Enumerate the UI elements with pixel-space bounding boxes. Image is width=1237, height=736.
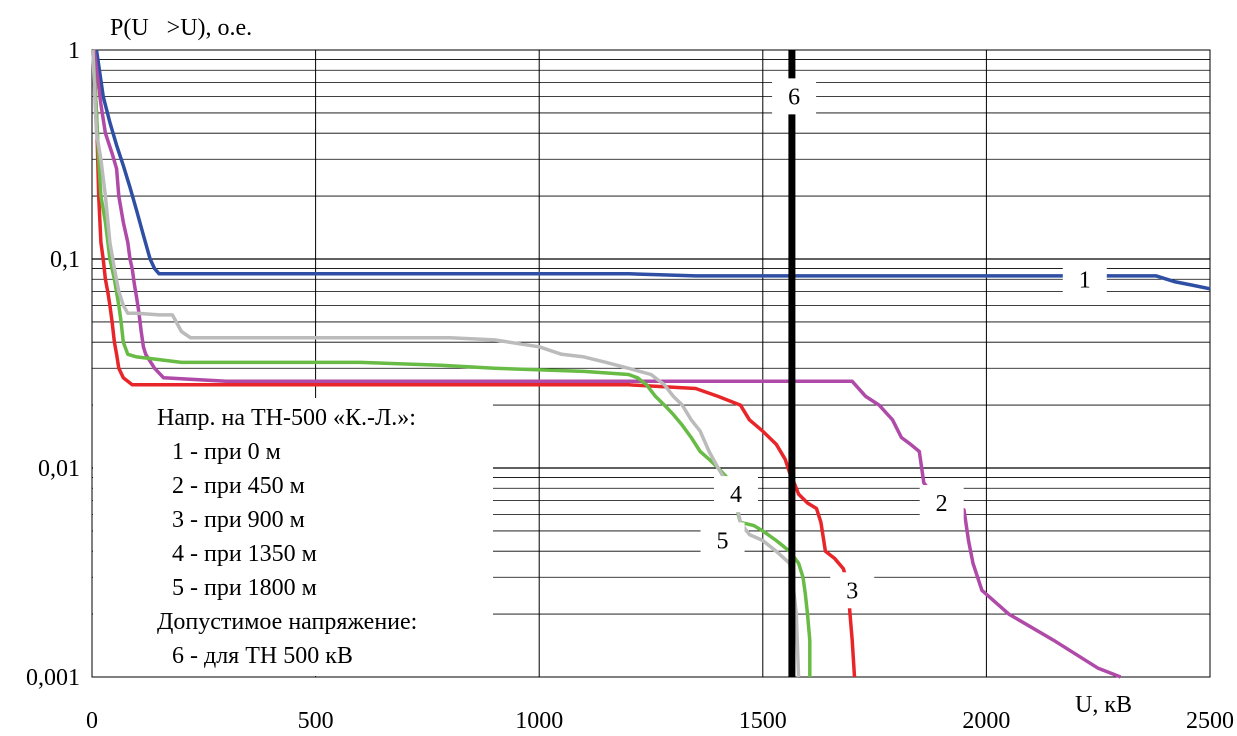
legend-line: 4 - при 1350 м (172, 541, 317, 567)
legend-line: 6 - для ТН 500 кВ (172, 643, 353, 669)
curve-label-bg (919, 485, 964, 522)
x-tick-label: 1500 (739, 708, 787, 731)
series-line-4 (91, 49, 812, 677)
x-axis-title: U, кВ (1075, 692, 1132, 718)
series-layer (91, 49, 1211, 679)
plot-frame (91, 49, 1211, 678)
legend-line: 5 - при 1800 м (172, 575, 317, 601)
legend-line: 3 - при 900 м (172, 507, 305, 533)
curve-label-4: 4 (730, 482, 742, 508)
legend-box (93, 398, 493, 676)
series-line-5 (91, 49, 801, 678)
curve-label-bg (713, 476, 758, 513)
curve-label-bg (830, 572, 875, 609)
curve-label-1: 1 (1079, 267, 1091, 293)
y-tick-label: 0,01 (38, 456, 80, 482)
curve-label-bg (1062, 261, 1107, 298)
legend-line: 1 - при 0 м (172, 439, 281, 465)
curve-label-6: 6 (788, 84, 800, 110)
x-tick-label: 2000 (962, 708, 1010, 731)
curve-label-5: 5 (717, 528, 729, 554)
y-tick-label: 0,001 (26, 665, 80, 691)
legend-layer: Напр. на ТН-500 «К.-Л.»: 1 - при 0 м 2 - п… (93, 398, 493, 676)
curve-label-2: 2 (936, 491, 948, 517)
y-tick-label: 1 (68, 38, 80, 64)
x-tick-label: 0 (86, 708, 98, 731)
legend-line: 2 - при 450 м (172, 473, 305, 499)
series-line-3 (91, 49, 857, 678)
x-tick-label: 500 (298, 708, 334, 731)
curve-label-bg (772, 78, 817, 115)
annotation-layer: 6 1 2 3 45 (700, 78, 1107, 609)
y-tick-label: 0,1 (50, 247, 80, 273)
x-tick-label: 1000 (515, 708, 563, 731)
y-axis-title: P(U >U), о.е. (110, 15, 252, 41)
axis-layer: 0 500 1000 1500 2000 2500 1 0,1 0,01 0,001 P(U >U)… (26, 15, 1234, 734)
series-line-1 (94, 49, 1211, 291)
series-line-2 (92, 49, 1122, 679)
legend-line: Напр. на ТН-500 «К.-Л.»: (157, 405, 416, 431)
curve-label-3: 3 (846, 578, 858, 604)
x-tick-label: 2500 (1186, 708, 1234, 731)
legend-line: Допустимое напряжение: (157, 609, 417, 635)
curve-label-bg (700, 522, 745, 559)
